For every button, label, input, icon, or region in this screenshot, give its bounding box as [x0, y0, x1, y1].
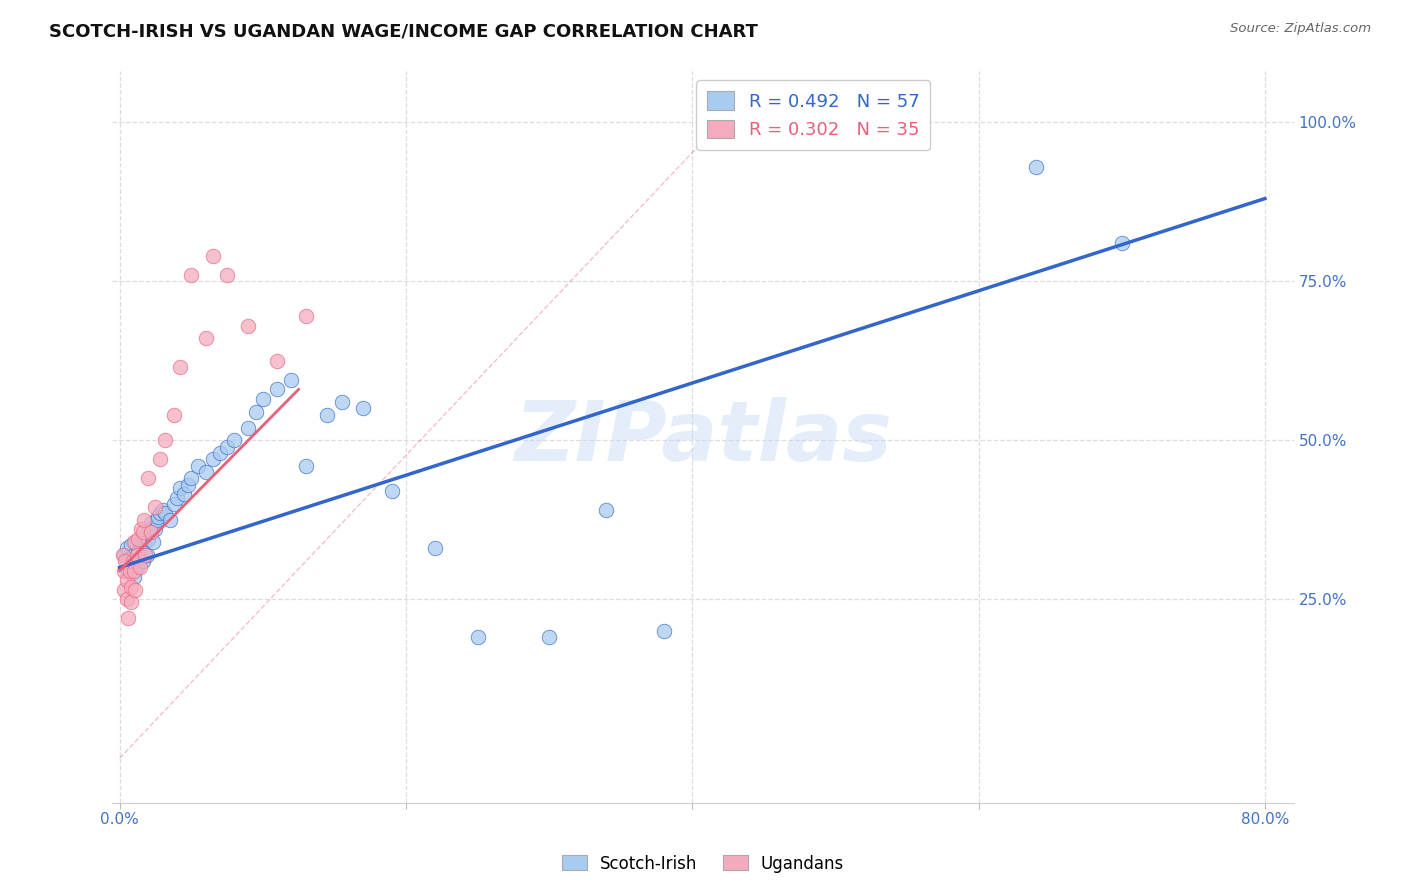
- Point: [152, 503, 174, 517]
- Point: [155, 434, 177, 448]
- Point: [238, 318, 260, 333]
- Point: [127, 532, 149, 546]
- Point: [245, 404, 267, 418]
- Point: [122, 535, 145, 549]
- Point: [187, 458, 209, 473]
- Point: [652, 624, 675, 638]
- Point: [132, 513, 155, 527]
- Point: [155, 507, 177, 521]
- Point: [122, 548, 145, 562]
- Point: [118, 564, 141, 578]
- Point: [112, 548, 135, 562]
- Point: [163, 408, 186, 422]
- Point: [139, 525, 162, 540]
- Point: [201, 452, 224, 467]
- Point: [194, 465, 217, 479]
- Point: [1025, 160, 1047, 174]
- Point: [112, 564, 135, 578]
- Point: [122, 564, 145, 578]
- Point: [120, 595, 142, 609]
- Point: [115, 541, 138, 556]
- Point: [125, 560, 148, 574]
- Point: [120, 580, 142, 594]
- Point: [131, 525, 153, 540]
- Point: [330, 395, 353, 409]
- Point: [149, 452, 172, 467]
- Point: [124, 535, 146, 549]
- Point: [136, 532, 159, 546]
- Point: [595, 503, 617, 517]
- Point: [467, 631, 489, 645]
- Text: Source: ZipAtlas.com: Source: ZipAtlas.com: [1230, 22, 1371, 36]
- Point: [149, 507, 172, 521]
- Point: [132, 535, 155, 549]
- Point: [122, 570, 145, 584]
- Point: [120, 538, 142, 552]
- Legend: Scotch-Irish, Ugandans: Scotch-Irish, Ugandans: [555, 848, 851, 880]
- Point: [166, 491, 188, 505]
- Point: [316, 408, 339, 422]
- Point: [201, 249, 224, 263]
- Point: [124, 582, 146, 597]
- Legend: R = 0.492   N = 57, R = 0.302   N = 35: R = 0.492 N = 57, R = 0.302 N = 35: [696, 80, 931, 150]
- Point: [125, 548, 148, 562]
- Text: 80.0%: 80.0%: [1240, 813, 1289, 828]
- Point: [252, 392, 274, 406]
- Point: [134, 548, 156, 562]
- Point: [111, 548, 134, 562]
- Point: [118, 550, 141, 565]
- Point: [194, 331, 217, 345]
- Point: [136, 471, 159, 485]
- Point: [114, 554, 136, 568]
- Point: [215, 268, 238, 282]
- Point: [224, 434, 246, 448]
- Point: [280, 373, 302, 387]
- Point: [215, 440, 238, 454]
- Point: [538, 631, 561, 645]
- Point: [129, 538, 152, 552]
- Point: [142, 535, 165, 549]
- Point: [115, 573, 138, 587]
- Point: [266, 353, 288, 368]
- Point: [128, 550, 150, 565]
- Point: [145, 522, 167, 536]
- Text: 0.0%: 0.0%: [100, 813, 139, 828]
- Point: [115, 592, 138, 607]
- Point: [129, 522, 152, 536]
- Point: [169, 481, 191, 495]
- Point: [169, 360, 191, 375]
- Point: [177, 477, 200, 491]
- Point: [381, 484, 404, 499]
- Point: [117, 564, 139, 578]
- Text: SCOTCH-IRISH VS UGANDAN WAGE/INCOME GAP CORRELATION CHART: SCOTCH-IRISH VS UGANDAN WAGE/INCOME GAP …: [49, 22, 758, 40]
- Point: [294, 458, 316, 473]
- Point: [173, 487, 195, 501]
- Point: [180, 471, 202, 485]
- Point: [163, 497, 186, 511]
- Point: [294, 310, 316, 324]
- Point: [135, 548, 157, 562]
- Point: [131, 554, 153, 568]
- Point: [138, 522, 160, 536]
- Point: [127, 544, 149, 558]
- Point: [238, 420, 260, 434]
- Point: [145, 500, 167, 514]
- Point: [208, 446, 231, 460]
- Point: [112, 582, 135, 597]
- Point: [117, 611, 139, 625]
- Point: [266, 383, 288, 397]
- Point: [180, 268, 202, 282]
- Point: [121, 554, 143, 568]
- Point: [352, 401, 374, 416]
- Point: [121, 554, 143, 568]
- Text: ZIPatlas: ZIPatlas: [515, 397, 891, 477]
- Point: [1111, 236, 1133, 251]
- Point: [134, 529, 156, 543]
- Point: [139, 516, 162, 530]
- Point: [423, 541, 446, 556]
- Point: [128, 560, 150, 574]
- Point: [159, 513, 181, 527]
- Point: [148, 509, 170, 524]
- Point: [146, 513, 169, 527]
